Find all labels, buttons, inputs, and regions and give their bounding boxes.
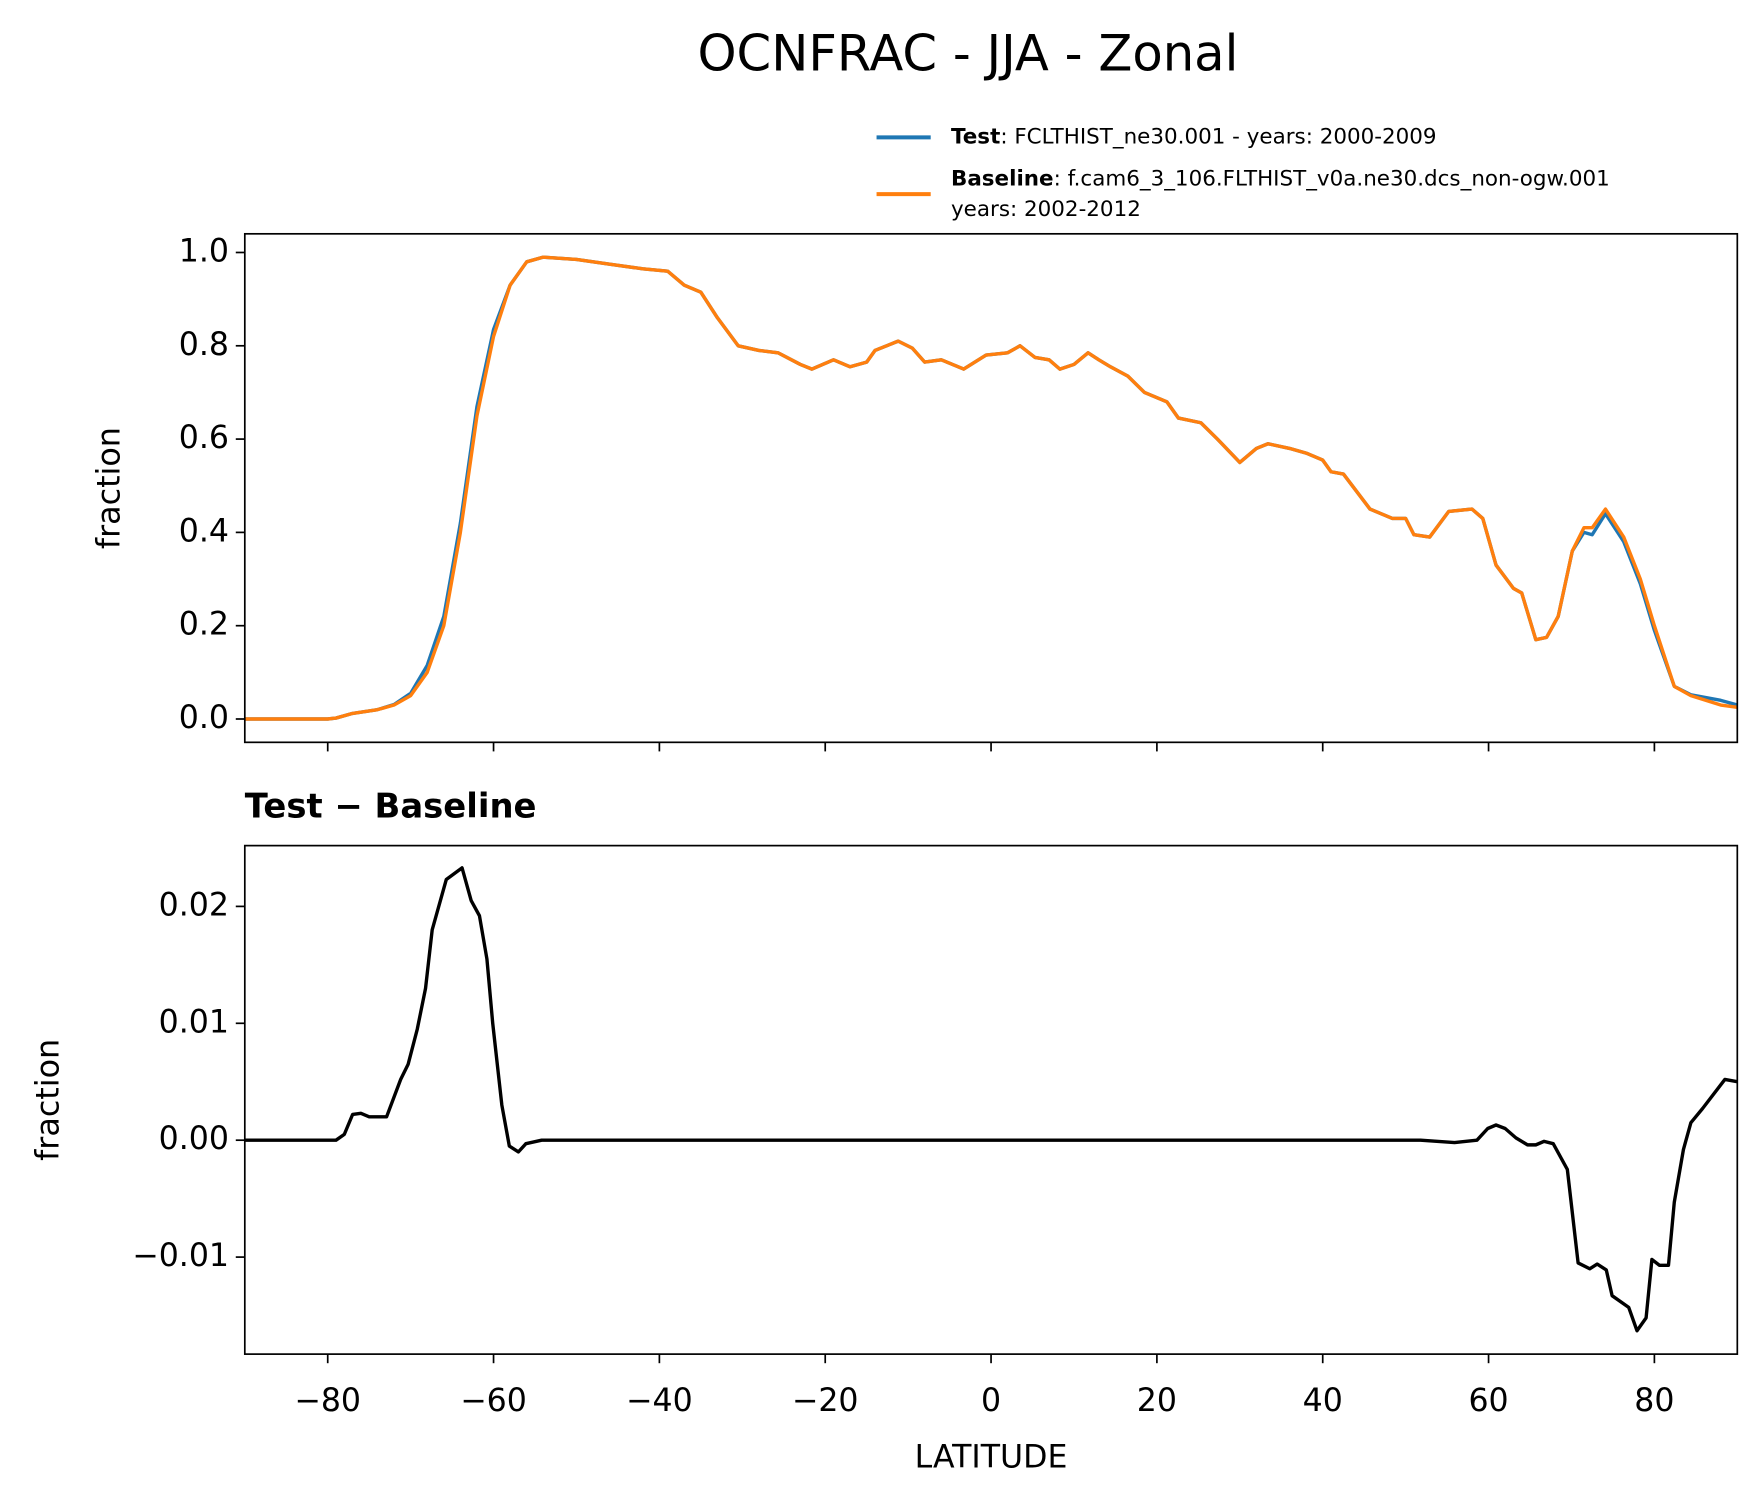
x-tick-label: 60 [1468, 1383, 1508, 1419]
y-tick-label: 0.02 [159, 887, 229, 923]
figure-title: OCNFRAC - JJA - Zonal [697, 24, 1238, 82]
x-tick-label: 40 [1303, 1383, 1343, 1419]
legend-label-line2: years: 2002-2012 [951, 197, 1141, 222]
x-tick-label: 20 [1137, 1383, 1177, 1419]
axes-frame [243, 844, 1739, 1355]
y-tick-label: 0.00 [159, 1121, 229, 1157]
y-tick-label: 0.4 [179, 513, 229, 549]
x-tick-label: 0 [981, 1383, 1001, 1419]
axes-frame [243, 232, 1739, 744]
x-axis-label: LATITUDE [915, 1439, 1068, 1475]
x-tick-label: −80 [294, 1383, 361, 1419]
legend-name: Test [951, 124, 1000, 149]
x-tick-label: 80 [1634, 1383, 1674, 1419]
y-tick-label: −0.01 [132, 1238, 229, 1274]
y-tick-label: 0.6 [179, 420, 229, 456]
x-tick-label: −40 [626, 1383, 693, 1419]
subplot-title: Test − Baseline [245, 787, 537, 827]
y-tick-label: 0.8 [179, 327, 229, 363]
y-tick-label: 0.2 [179, 607, 229, 643]
data-line [244, 255, 1738, 721]
data-line [244, 255, 1738, 721]
legend-label: Test: FCLTHIST_ne30.001 - years: 2000-20… [951, 124, 1437, 149]
x-tick-label: −60 [460, 1383, 527, 1419]
legend-description: : FCLTHIST_ne30.001 - years: 2000-2009 [1000, 124, 1436, 149]
y-axis-label: fraction [31, 1039, 67, 1161]
x-tick-label: −20 [792, 1383, 859, 1419]
data-line [244, 866, 1738, 1333]
y-axis-label: fraction [92, 427, 128, 549]
y-tick-label: 1.0 [179, 233, 229, 269]
legend-label: Baseline: f.cam6_3_106.FLTHIST_v0a.ne30.… [951, 166, 1610, 191]
y-tick-label: 0.0 [179, 700, 229, 736]
legend-name: Baseline [951, 166, 1054, 191]
legend-description: : f.cam6_3_106.FLTHIST_v0a.ne30.dcs_non-… [1054, 166, 1610, 191]
y-tick-label: 0.01 [159, 1004, 229, 1040]
